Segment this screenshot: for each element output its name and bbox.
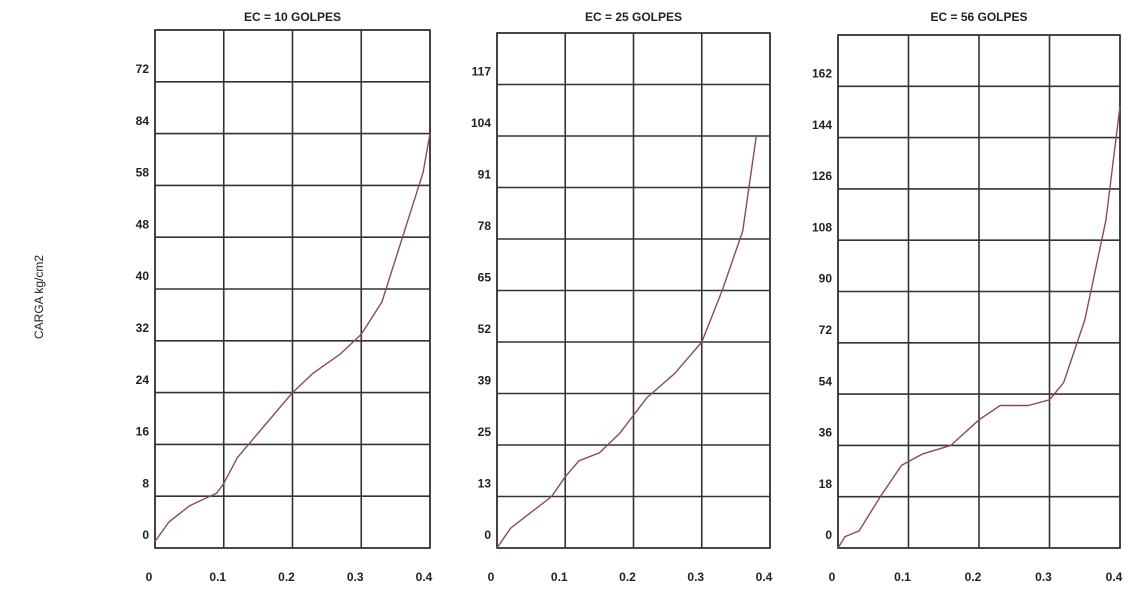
y-tick-label: 24 bbox=[136, 373, 150, 387]
x-tick-label: 0.3 bbox=[687, 570, 704, 584]
y-tick-label: 8 bbox=[142, 476, 149, 490]
y-tick-label: 162 bbox=[812, 66, 832, 80]
y-tick-label: 40 bbox=[136, 269, 150, 283]
chart-title: EC = 56 GOLPES bbox=[930, 10, 1027, 24]
x-tick-label: 0.3 bbox=[347, 570, 364, 584]
y-tick-label: 104 bbox=[471, 116, 491, 130]
y-tick-label: 48 bbox=[136, 217, 150, 231]
y-tick-label: 78 bbox=[478, 219, 492, 233]
y-tick-label: 126 bbox=[812, 169, 832, 183]
y-tick-label: 0 bbox=[142, 528, 149, 542]
data-line bbox=[496, 135, 757, 549]
y-tick-label: 90 bbox=[819, 272, 833, 286]
y-tick-label: 108 bbox=[812, 220, 832, 234]
y-tick-label: 0 bbox=[484, 528, 491, 542]
y-tick-label: 32 bbox=[136, 321, 150, 335]
x-tick-label: 0.1 bbox=[894, 570, 911, 584]
x-tick-label: 0.4 bbox=[756, 570, 773, 584]
x-tick-label: 0 bbox=[146, 570, 153, 584]
y-tick-label: 36 bbox=[819, 426, 833, 440]
y-tick-label: 65 bbox=[478, 271, 492, 285]
y-tick-label: 54 bbox=[819, 374, 833, 388]
y-tick-label: 13 bbox=[478, 477, 492, 491]
x-tick-label: 0.1 bbox=[209, 570, 226, 584]
chart-title: EC = 10 GOLPES bbox=[244, 10, 341, 24]
x-tick-label: 0 bbox=[829, 570, 836, 584]
y-tick-label: 25 bbox=[478, 425, 492, 439]
x-tick-label: 0.1 bbox=[551, 570, 568, 584]
data-line bbox=[837, 106, 1121, 549]
y-tick-label: 84 bbox=[136, 114, 150, 128]
y-tick-label: 117 bbox=[472, 65, 492, 79]
y-tick-label: 72 bbox=[136, 62, 150, 76]
y-tick-label: 91 bbox=[478, 168, 492, 182]
x-tick-label: 0.2 bbox=[619, 570, 636, 584]
y-tick-label: 52 bbox=[478, 322, 492, 336]
x-tick-label: 0.3 bbox=[1035, 570, 1052, 584]
y-tick-label: 144 bbox=[812, 118, 832, 132]
y-tick-label: 58 bbox=[136, 166, 150, 180]
y-tick-label: 18 bbox=[819, 477, 833, 491]
y-tick-label: 39 bbox=[478, 374, 492, 388]
x-tick-label: 0.4 bbox=[416, 570, 433, 584]
y-tick-label: 72 bbox=[819, 323, 833, 337]
y-tick-label: 16 bbox=[136, 425, 150, 439]
y-axis-label: CARGA kg/cm2 bbox=[32, 255, 46, 339]
x-tick-label: 0.2 bbox=[278, 570, 295, 584]
x-tick-label: 0.2 bbox=[965, 570, 982, 584]
y-tick-label: 0 bbox=[825, 528, 832, 542]
x-tick-label: 0 bbox=[488, 570, 495, 584]
chart-title: EC = 25 GOLPES bbox=[585, 10, 682, 24]
data-line bbox=[154, 133, 431, 542]
x-tick-label: 0.4 bbox=[1106, 570, 1123, 584]
